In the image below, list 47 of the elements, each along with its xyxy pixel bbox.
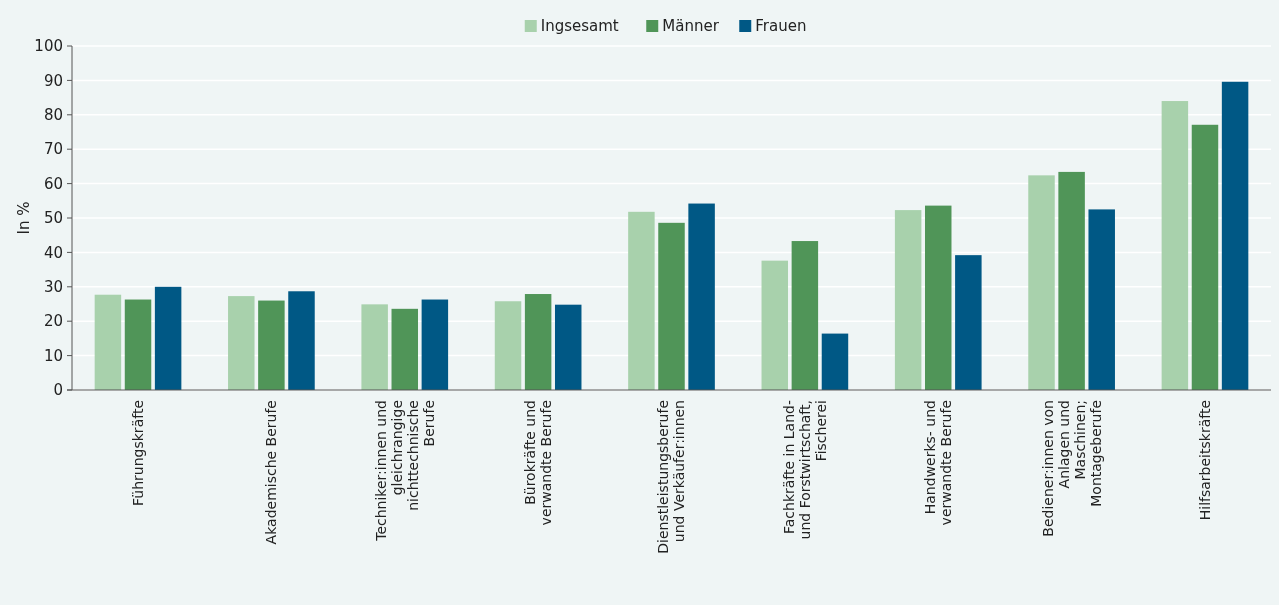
legend-label: Frauen	[755, 17, 807, 36]
bar	[761, 260, 789, 390]
bar	[228, 296, 255, 390]
y-tick-label: 100	[34, 37, 63, 56]
x-tick-label: Akademische Berufe	[263, 400, 280, 545]
y-axis-title: In %	[15, 201, 33, 235]
bar	[554, 304, 582, 390]
bar	[688, 203, 715, 390]
y-tick-label: 20	[43, 312, 63, 331]
bar	[154, 286, 182, 390]
bar	[524, 294, 552, 390]
bar	[1221, 81, 1249, 390]
y-tick-label: 60	[43, 174, 63, 193]
bar	[628, 211, 655, 390]
x-tick-label: Fachkräfte in Land- und Forstwirtschaft, Fischerei	[780, 400, 829, 540]
bar	[1088, 209, 1115, 390]
bar	[124, 299, 152, 390]
y-tick-label: 40	[43, 243, 63, 262]
y-tick-label: 80	[43, 106, 63, 125]
bar	[955, 255, 982, 390]
bar	[658, 222, 685, 390]
bar	[821, 333, 849, 390]
bar	[894, 210, 922, 390]
bar	[925, 205, 952, 390]
bar	[791, 241, 819, 390]
bar	[1191, 124, 1219, 390]
y-tick-label: 50	[43, 209, 63, 228]
x-tick-label: Hilfsarbeitskräfte	[1196, 400, 1213, 521]
legend-label: Männer	[662, 17, 720, 36]
y-tick-label: 30	[43, 278, 63, 297]
bar	[1028, 175, 1055, 390]
y-tick-label: 70	[43, 140, 63, 159]
bar	[421, 299, 449, 390]
bar	[361, 304, 388, 390]
bar	[1058, 171, 1085, 390]
legend-label: Ingsesamt	[540, 17, 619, 36]
bar	[94, 294, 122, 390]
y-tick-label: 0	[53, 381, 63, 400]
bar	[391, 308, 418, 390]
x-tick-label: Techniker:innen und gleichrangige nichttechnische Berufe	[372, 400, 437, 542]
bar	[258, 300, 285, 390]
bar	[494, 301, 522, 390]
y-tick-label: 10	[43, 346, 63, 365]
bar	[1161, 101, 1189, 390]
y-tick-label: 90	[43, 71, 63, 90]
bar	[288, 291, 315, 390]
x-tick-label: Führungskräfte	[129, 400, 146, 506]
